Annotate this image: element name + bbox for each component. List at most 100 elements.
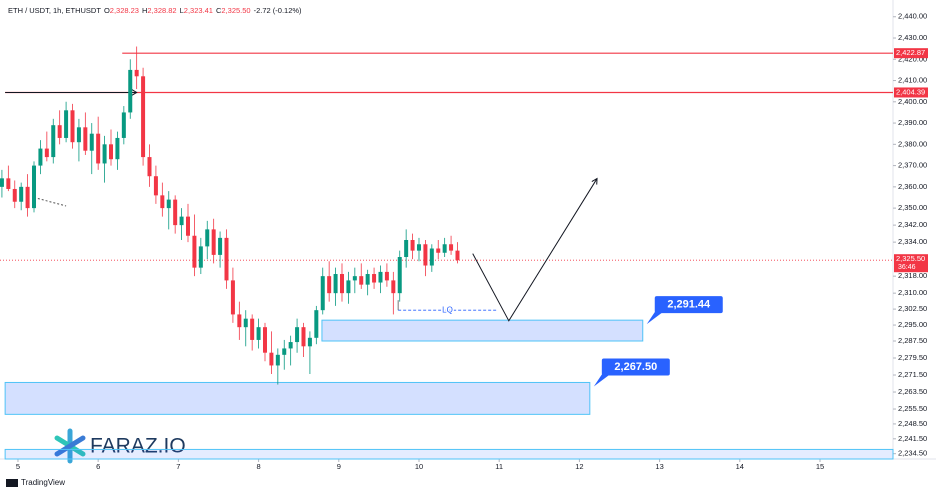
candle-body <box>327 276 332 294</box>
level-label: 2,422.87 <box>896 48 925 57</box>
candle-body <box>211 229 216 255</box>
candle-body <box>269 352 274 366</box>
ohlc-value: 2,328.82 <box>147 6 177 15</box>
candle-body <box>455 250 460 261</box>
y-tick-label: 2,287.50 <box>898 336 927 345</box>
x-tick-label: 13 <box>655 462 663 471</box>
candle-body <box>186 216 190 236</box>
y-tick-label: 2,420.00 <box>898 54 927 63</box>
x-tick-label: 11 <box>495 462 503 471</box>
y-tick-label: 2,295.00 <box>898 320 927 329</box>
price-label: 2,325.50 <box>896 254 925 263</box>
projection <box>472 178 598 322</box>
candle-body <box>243 318 248 328</box>
label-bg <box>654 296 723 314</box>
candle-body <box>397 257 402 294</box>
countdown: 36:46 <box>898 264 916 271</box>
candle-body <box>320 276 325 311</box>
y-tick-label: 2,360.00 <box>898 182 927 191</box>
dashed-note <box>33 196 67 207</box>
y-tick-label: 2,248.50 <box>898 419 927 428</box>
candle-body <box>192 235 197 268</box>
x-tick-label: 6 <box>96 462 100 471</box>
candle-body <box>115 137 120 160</box>
candle-body <box>0 178 4 187</box>
y-tick-label: 2,410.00 <box>898 76 927 85</box>
candle-body <box>333 274 338 294</box>
zone-label: 2,291.44 <box>667 299 711 311</box>
level-label: 2,404.39 <box>896 87 925 96</box>
ohlc-key: O <box>103 6 110 15</box>
ohlc-key: H <box>141 6 148 15</box>
candle-body <box>179 216 184 226</box>
candle-body <box>262 327 267 353</box>
candle-body <box>250 318 255 340</box>
label-pointer <box>593 374 610 387</box>
candle-body <box>282 348 287 355</box>
candle-body <box>44 148 49 158</box>
candle-body <box>205 229 210 247</box>
candle-body <box>57 125 62 138</box>
candle-body <box>275 354 280 366</box>
candle-body <box>314 310 319 338</box>
zone <box>321 319 644 342</box>
ohlc-value: 2,325.50 <box>221 6 251 15</box>
candle-body <box>198 246 203 268</box>
x-tick-label: 5 <box>16 462 20 471</box>
candle-body <box>365 274 370 285</box>
y-tick-label: 2,302.50 <box>898 304 927 313</box>
candle-body <box>384 271 389 281</box>
x-tick-label: 10 <box>415 462 423 471</box>
candle-body <box>166 199 171 209</box>
candle-body <box>352 276 357 281</box>
x-tick-label: 12 <box>575 462 583 471</box>
candle-body <box>25 186 30 209</box>
price-label-bg <box>894 254 928 273</box>
candle-body <box>256 327 261 340</box>
y-tick-label: 2,234.50 <box>898 449 927 458</box>
label-bg <box>601 358 670 376</box>
y-tick-label: 2,370.00 <box>898 161 927 170</box>
arrow-head <box>131 89 138 96</box>
candle-body <box>410 240 415 251</box>
candle-body <box>416 244 421 251</box>
label-pointer <box>646 312 663 325</box>
candle-body <box>147 157 152 177</box>
y-tick-label: 2,310.00 <box>898 288 927 297</box>
zone-label-box: 2,291.44 <box>646 296 723 325</box>
y-tick-label: 2,263.50 <box>898 387 927 396</box>
y-tick-label: 2,271.50 <box>898 370 927 379</box>
candle-body <box>218 237 223 255</box>
candle-body <box>288 342 293 349</box>
candle-body <box>70 110 75 143</box>
y-tick-label: 2,279.50 <box>898 353 927 362</box>
candle-body <box>19 186 24 202</box>
ohlc-value: 2,328.23 <box>109 6 139 15</box>
candle-body <box>160 195 165 209</box>
y-tick-label: 2,430.00 <box>898 33 927 42</box>
candle-body <box>153 176 158 196</box>
candle-body <box>51 125 56 158</box>
x-tick-label: 9 <box>337 462 341 471</box>
candle-body <box>359 276 364 285</box>
candle-body <box>372 274 377 283</box>
candle-body <box>173 199 178 226</box>
footer: TradingView <box>21 478 65 487</box>
y-tick-label: 2,380.00 <box>898 139 927 148</box>
watermark: FARAZ.IO <box>90 435 186 458</box>
x-tick-label: 8 <box>256 462 260 471</box>
lq-label: LQ <box>442 305 453 314</box>
candle-body <box>89 133 94 151</box>
projection-head <box>591 177 598 185</box>
zone-label: 2,267.50 <box>614 361 657 373</box>
y-tick-label: 2,350.00 <box>898 203 927 212</box>
y-tick-label: 2,255.50 <box>898 404 927 413</box>
candle-body <box>301 327 306 347</box>
change: -2.72 (-0.12%) <box>253 6 302 15</box>
candle-body <box>436 248 441 253</box>
candle-body <box>141 76 146 158</box>
candle-body <box>339 274 344 294</box>
candle-body <box>83 127 88 151</box>
